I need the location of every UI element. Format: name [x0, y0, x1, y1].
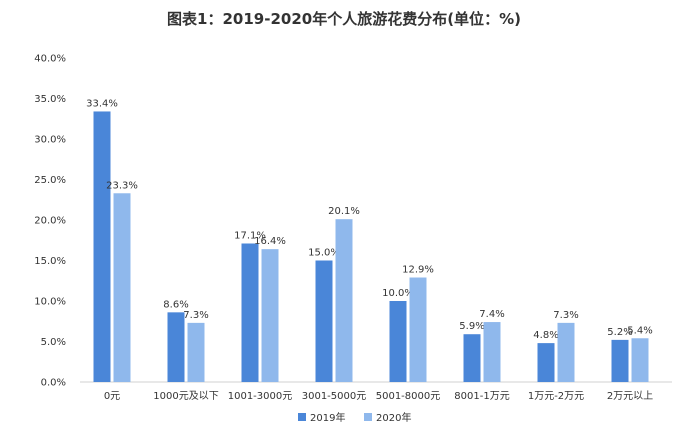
bar-2020	[261, 249, 279, 382]
x-tick-label: 2万元以上	[607, 390, 653, 402]
data-label: 8.6%	[163, 299, 188, 310]
data-label: 7.3%	[553, 310, 578, 321]
y-tick-label: 5.0%	[41, 337, 66, 348]
bar-2020	[113, 193, 131, 382]
bar-2020	[335, 219, 353, 382]
bar-2019	[463, 334, 481, 382]
bar-2020	[187, 322, 205, 382]
x-tick-label: 3001-5000元	[302, 391, 367, 402]
data-label: 23.3%	[106, 180, 138, 191]
legend-swatch-2019	[298, 413, 306, 421]
x-tick-label: 8001-1万元	[454, 391, 509, 402]
data-label: 7.3%	[183, 310, 208, 321]
bar-2019	[315, 260, 333, 382]
bar-2019	[93, 111, 111, 383]
bar-2019	[537, 343, 555, 382]
data-label: 4.8%	[533, 330, 558, 341]
data-label: 16.4%	[254, 236, 286, 247]
data-label: 7.4%	[479, 309, 504, 320]
x-tick-label: 5001-8000元	[376, 391, 441, 402]
legend-label: 2019年	[310, 411, 345, 424]
chart-title: 图表1：2019-2020年个人旅游花费分布(单位：%)	[167, 10, 521, 28]
data-label: 12.9%	[402, 265, 434, 276]
bar-2020	[631, 338, 649, 382]
x-tick-label: 1万元-2万元	[528, 391, 584, 402]
data-label: 10.0%	[382, 288, 414, 299]
data-label: 5.9%	[459, 321, 484, 332]
x-tick-label: 1000元及以下	[153, 390, 218, 402]
bar-2019	[167, 312, 185, 382]
y-tick-label: 20.0%	[34, 216, 66, 227]
legend-swatch-2020	[364, 413, 372, 421]
data-label: 5.4%	[627, 325, 652, 336]
bar-2019	[389, 301, 407, 382]
legend-label: 2020年	[376, 411, 411, 424]
data-label: 20.1%	[328, 206, 360, 217]
y-tick-label: 0.0%	[41, 378, 66, 389]
y-tick-label: 10.0%	[34, 297, 66, 308]
bar-2019	[241, 243, 259, 382]
y-tick-label: 25.0%	[34, 175, 66, 186]
bar-2020	[409, 277, 427, 382]
y-tick-label: 40.0%	[34, 54, 66, 65]
y-tick-label: 15.0%	[34, 256, 66, 267]
data-label: 5.2%	[607, 327, 632, 338]
bar-2019	[611, 339, 629, 382]
y-tick-label: 35.0%	[34, 94, 66, 105]
bar-2020	[483, 322, 501, 382]
data-label: 33.4%	[86, 98, 118, 109]
x-tick-label: 1001-3000元	[228, 391, 293, 402]
data-label: 15.0%	[308, 248, 340, 259]
y-tick-label: 30.0%	[34, 135, 66, 146]
bar-2020	[557, 322, 575, 382]
data-label: 17.1%	[234, 230, 266, 241]
x-tick-label: 0元	[104, 391, 120, 402]
